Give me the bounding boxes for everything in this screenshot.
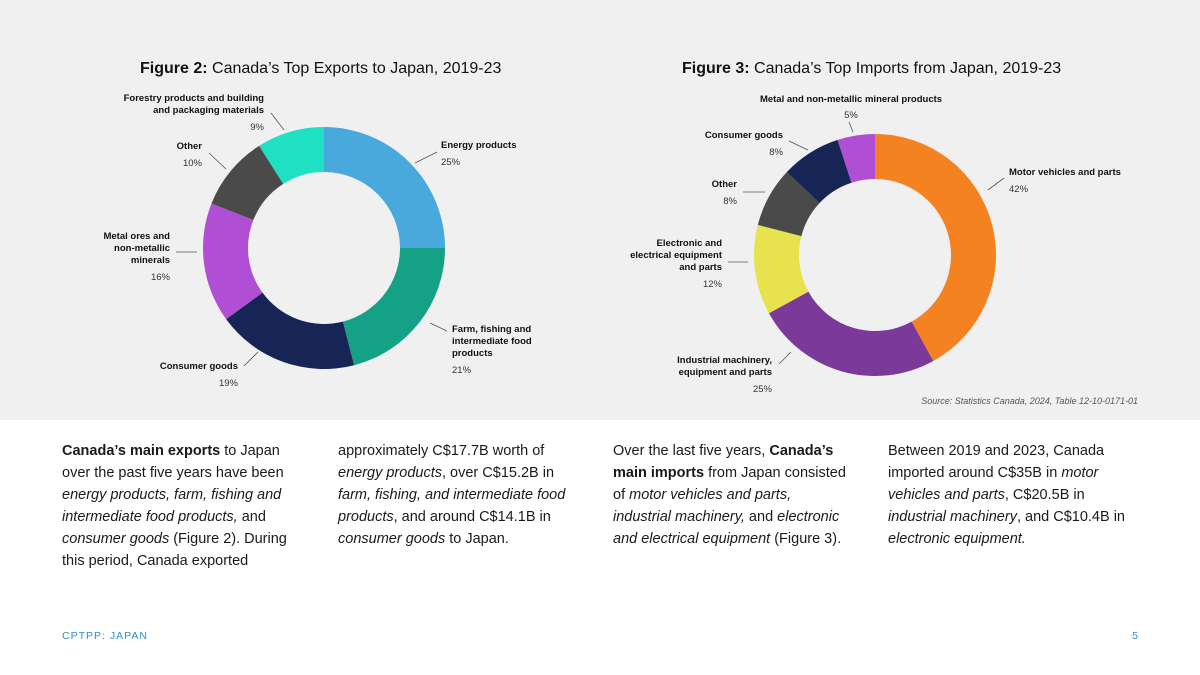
figure-3-title-text: Canada’s Top Imports from Japan, 2019-23: [754, 60, 1062, 77]
body-column-2: approximately C$17.7B worth of energy pr…: [338, 440, 578, 550]
leader-line: [270, 112, 285, 131]
slice-label: Forestry products and building: [124, 93, 265, 104]
slice-percent-label: 25%: [753, 384, 773, 395]
leader-line: [848, 121, 854, 133]
slice-label: non-metallic: [114, 243, 170, 254]
source-note: Source: Statistics Canada, 2024, Table 1…: [921, 396, 1138, 406]
body-text-run: motor vehicles and parts, industrial mac…: [613, 487, 792, 525]
body-column-4: Between 2019 and 2023, Canada imported a…: [888, 440, 1128, 550]
slice-label: products: [452, 348, 493, 359]
body-column-1: Canada’s main exports to Japan over the …: [62, 440, 302, 572]
leader-line: [778, 351, 792, 365]
slice-label: electrical equipment: [630, 250, 723, 261]
body-text-run: to Japan over the past five years have b…: [62, 443, 284, 481]
donut-slice: [202, 203, 263, 320]
body-text-run: Canada’s main exports: [62, 443, 221, 459]
slice-percent-label: 25%: [441, 157, 461, 168]
slice-label: Consumer goods: [160, 361, 238, 372]
slice-percent-label: 9%: [250, 122, 264, 133]
body-text-run: , over C$15.2B in: [441, 465, 555, 481]
donut-slice: [226, 292, 355, 370]
figure-2-prefix: Figure 2:: [140, 60, 208, 77]
body-text-run: (Figure 3).: [770, 531, 842, 547]
figure-3-title: Figure 3: Canada’s Top Imports from Japa…: [682, 60, 1061, 78]
body-text-run: energy products: [338, 465, 442, 481]
footer-section-title: CPTPP: JAPAN: [62, 630, 148, 642]
donut-slice: [259, 127, 324, 184]
slice-label: Industrial machinery,: [677, 355, 772, 366]
leader-line: [243, 351, 259, 367]
slice-label: Metal and non-metallic mineral products: [760, 94, 942, 105]
slice-percent-label: 5%: [844, 110, 858, 121]
body-text-run: consumer goods: [62, 531, 170, 547]
body-text-run: Over the last five years,: [613, 443, 770, 459]
body-column-3: Over the last five years, Canada’s main …: [613, 440, 853, 550]
body-text-run: , and around C$14.1B in: [393, 509, 551, 525]
donut-slice: [211, 145, 284, 221]
leader-line: [429, 322, 448, 332]
figure-2-title: Figure 2: Canada’s Top Exports to Japan,…: [140, 60, 501, 78]
donut-slice: [757, 172, 820, 237]
slice-label: and packaging materials: [153, 105, 264, 116]
slice-percent-label: 19%: [219, 378, 239, 389]
slice-percent-label: 12%: [703, 279, 723, 290]
body-text-run: , and C$10.4B in: [1016, 509, 1125, 525]
body-text-run: industrial machinery: [888, 509, 1017, 525]
slice-percent-label: 10%: [183, 158, 203, 169]
slice-label: Other: [712, 179, 738, 190]
slice-label: minerals: [131, 255, 170, 266]
slice-label: Electronic and: [657, 238, 723, 249]
figure-3-prefix: Figure 3:: [682, 60, 750, 77]
body-text-run: to Japan.: [445, 531, 509, 547]
donut-slice: [786, 139, 852, 203]
slice-label: Energy products: [441, 140, 517, 151]
page-number: 5: [1132, 630, 1138, 642]
donut-slice: [324, 127, 445, 248]
donut-charts: Energy products 25% Farm, fishing andinter…: [103, 93, 1121, 395]
slice-percent-label: 42%: [1009, 184, 1029, 195]
body-text-run: (Figure 2). During this period, Canada e…: [62, 531, 287, 569]
body-text-run: approximately C$17.7B worth of: [338, 443, 545, 459]
donut-slice: [768, 291, 934, 376]
slice-percent-label: 16%: [151, 272, 171, 283]
slice-label: Farm, fishing and: [452, 324, 531, 335]
body-text-run: from Japan consisted of: [613, 465, 846, 503]
leader-line: [414, 151, 438, 164]
slice-label: Consumer goods: [705, 130, 783, 141]
donut-slice: [875, 134, 996, 362]
body-text-run: and: [237, 509, 266, 525]
donut-slice: [754, 224, 809, 314]
figure-2-title-text: Canada’s Top Exports to Japan, 2019-23: [212, 60, 502, 77]
body-text-run: Canada’s main imports: [613, 443, 834, 481]
body-text-run: consumer goods: [338, 531, 446, 547]
body-text-run: farm, fishing, and intermediate food pro…: [338, 487, 566, 525]
leader-line: [208, 152, 227, 170]
donut-slice: [342, 248, 445, 366]
body-text-run: electronic and electrical equipment: [613, 509, 840, 547]
slice-percent-label: 8%: [769, 147, 783, 158]
slice-label: intermediate food: [452, 336, 532, 347]
slice-percent-label: 21%: [452, 365, 472, 376]
slice-label: and parts: [679, 262, 722, 273]
body-text-run: and: [744, 509, 778, 525]
body-text-run: Between 2019 and 2023, Canada imported a…: [888, 443, 1105, 481]
slice-percent-label: 8%: [723, 196, 737, 207]
slice-label: Motor vehicles and parts: [1009, 167, 1121, 178]
body-text-run: electronic equipment.: [888, 531, 1026, 547]
donut-slice: [837, 134, 875, 183]
charts-panel: [0, 0, 1200, 420]
slice-label: Metal ores and: [103, 231, 170, 242]
body-text-run: , C$20.5B in: [1004, 487, 1085, 503]
slice-label: Other: [177, 141, 203, 152]
body-text-run: energy products, farm, fishing and inter…: [62, 487, 282, 525]
leader-line: [987, 177, 1005, 191]
slice-label: equipment and parts: [679, 367, 772, 378]
leader-line: [788, 140, 809, 151]
body-text-run: motor vehicles and parts: [888, 465, 1099, 503]
